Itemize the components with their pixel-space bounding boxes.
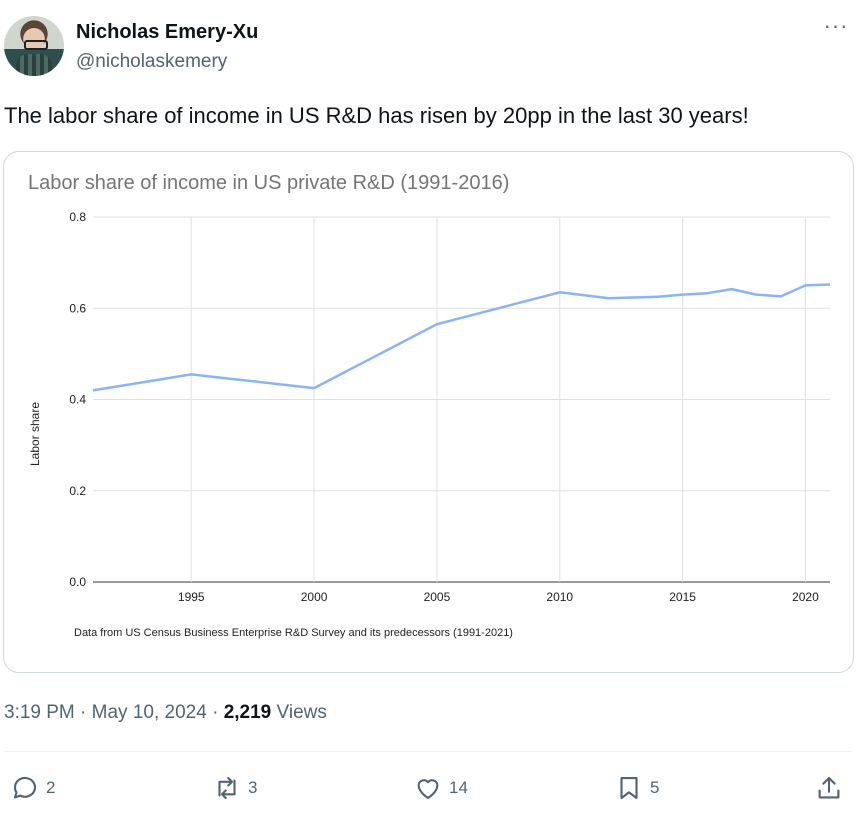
y-tick-label: 0.6 [69,301,86,315]
x-tick-label: 2000 [301,590,328,604]
bookmark-count: 5 [650,778,660,797]
reply-button[interactable]: 2 [10,770,55,806]
share-icon [818,776,840,799]
reply-icon [13,776,37,799]
y-axis-label: Labor share [28,402,42,466]
y-tick-label: 0.8 [69,210,86,224]
y-tick-label: 0.4 [69,393,86,407]
like-button[interactable]: 14 [413,770,468,806]
x-tick-label: 2020 [792,590,819,604]
more-options-button[interactable]: ··· [823,13,849,38]
heart-icon [417,779,439,800]
x-tick-label: 2015 [669,590,696,604]
y-tick-label: 0.2 [69,484,86,498]
x-tick-label: 2005 [424,590,451,604]
views-count: 2,219 [223,702,272,723]
repost-button[interactable]: 3 [212,770,257,806]
tweet-time[interactable]: 3:19 PM [4,702,75,723]
y-tick-label: 0.0 [69,575,86,589]
repost-icon [218,776,236,800]
avatar-glasses [24,40,48,50]
author-handle[interactable]: @nicholaskemery [76,51,228,72]
share-button[interactable] [814,770,844,806]
author-name[interactable]: Nicholas Emery-Xu [76,21,259,43]
series-line [92,283,831,392]
repost-count: 3 [248,778,258,797]
bookmark-icon [620,776,638,800]
tweet-text: The labor share of income in US R&D has … [4,103,749,128]
reply-count: 2 [46,778,56,797]
like-count: 14 [449,778,468,797]
divider [4,751,852,752]
source-note: Data from US Census Business Enterprise … [74,627,513,639]
avatar-shirt [16,54,52,76]
tweet-meta: 3:19 PM · May 10, 2024 · 2,219 Views [4,702,327,723]
line-chart: Labor share of income in US private R&D … [28,172,831,639]
views-label: Views [276,702,327,723]
chart-title: Labor share of income in US private R&D … [28,172,509,194]
bookmark-button[interactable]: 5 [614,770,659,806]
avatar[interactable] [4,16,64,76]
tweet-date[interactable]: May 10, 2024 [91,702,207,723]
x-tick-label: 1995 [178,590,205,604]
x-tick-label: 2010 [546,590,573,604]
chart-card[interactable]: Labor share of income in US private R&D … [3,151,854,673]
